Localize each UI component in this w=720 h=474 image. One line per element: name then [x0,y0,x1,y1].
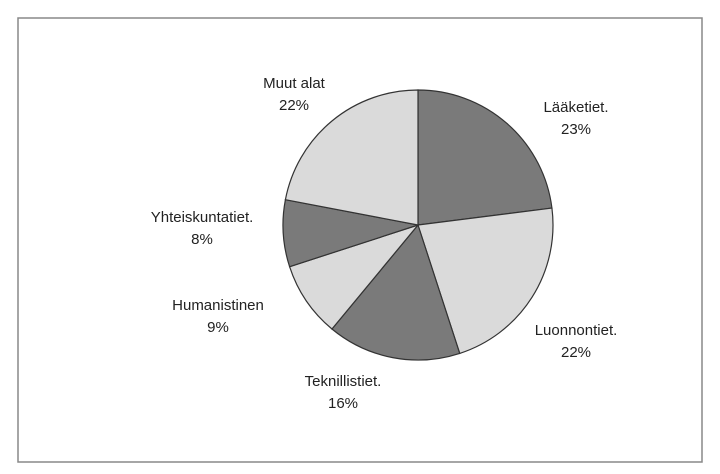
pie-slice [417,207,554,355]
slice-value-label: 16% [328,395,358,412]
slice-label: Muut alat [263,75,326,92]
slice-value-label: 9% [207,319,229,336]
slice-value-label: 8% [191,231,213,248]
slice-label: Humanistinen [172,297,264,314]
pie-slice [284,89,419,226]
slice-label: Teknillistiet. [305,373,382,390]
slice-label: Yhteiskuntatiet. [151,209,254,226]
slice-value-label: 22% [561,344,591,361]
slice-value-label: 23% [561,121,591,138]
slice-label: Lääketiet. [543,99,608,116]
slice-label: Luonnontiet. [535,322,618,339]
slice-value-label: 22% [279,97,309,114]
frame [17,17,703,463]
pie-slice [331,223,461,361]
pie-slice [417,89,553,226]
